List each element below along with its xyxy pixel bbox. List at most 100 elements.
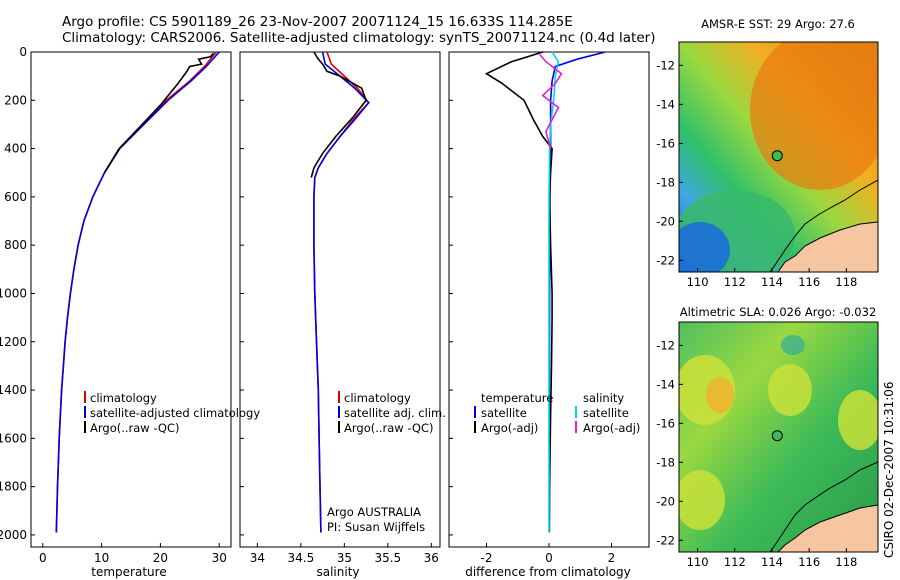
sst-map-axes: 110 112 114 116 118 -12 -14 -16 -18 -20 -22	[656, 58, 857, 289]
map-y-tick-label: -12	[656, 338, 675, 352]
y-tick-label: 1400	[0, 383, 27, 397]
legend-satellite: satellite-adjusted climatology	[90, 406, 260, 420]
sla-orange-patch	[706, 377, 734, 413]
sla-map-frame	[678, 321, 879, 553]
x-tick-label: 34.5	[288, 551, 315, 565]
difference-axis: -2 0 2	[481, 543, 616, 565]
x-tick-label: 35.5	[374, 551, 401, 565]
series-argo-raw-qc-	[310, 51, 368, 178]
argo-australia-label: Argo AUSTRALIA	[327, 505, 421, 519]
sla-map-axes: 110 112 114 116 118 -12 -14 -16 -18 -20 -22	[656, 338, 857, 569]
difference-series	[484, 51, 606, 533]
map-y-tick-label: -16	[656, 136, 675, 150]
map-y-tick-label: -12	[656, 58, 675, 72]
y-tick-label: 800	[4, 238, 27, 252]
series-argo-raw-qc-	[103, 52, 215, 174]
temperature-legend: climatology satellite-adjusted climatolo…	[84, 391, 260, 435]
map-y-tick-label: -16	[656, 416, 675, 430]
x-tick-label: 36	[424, 551, 439, 565]
sst-land	[777, 221, 878, 272]
map-x-tick-label: 110	[687, 555, 709, 569]
y-tick-label: 1000	[0, 286, 27, 300]
map-x-tick-label: 114	[761, 275, 783, 289]
temperature-axis: 0 10 20 30	[39, 543, 227, 565]
salinity-panel	[239, 51, 441, 548]
difference-axis-label: difference from climatology	[465, 565, 631, 579]
salinity-axis: 34 34.5 35 35.5 36	[250, 543, 439, 565]
csiro-timestamp: CSIRO 02-Dec-2007 10:31:06	[882, 381, 896, 558]
y-tick-label: 600	[4, 190, 27, 204]
series-salinity-satellite	[548, 51, 560, 533]
x-tick-label: 10	[94, 551, 109, 565]
x-tick-label: 20	[153, 551, 168, 565]
legend-argo: Argo(..raw -QC)	[90, 421, 180, 435]
legend-sal-argo: Argo(..raw -QC)	[344, 421, 434, 435]
map-x-tick-label: 118	[835, 555, 857, 569]
series-climatology	[55, 51, 217, 533]
sst-coastline-contour	[769, 179, 878, 272]
y-tick-label: 1200	[0, 335, 27, 349]
temperature-panel	[30, 51, 232, 548]
x-tick-label: 34	[250, 551, 265, 565]
salinity-series	[310, 51, 370, 533]
map-y-tick-label: -18	[656, 175, 675, 189]
legend-sal-satellite2: satellite	[583, 406, 629, 420]
salinity-legend: climatology satellite adj. clim. Argo(..…	[327, 391, 446, 534]
legend-temperature-header: temperature	[481, 391, 553, 405]
legend-sal-satellite: satellite adj. clim.	[344, 406, 446, 420]
x-tick-label: 0	[39, 551, 47, 565]
difference-legend: temperature satellite Argo(-adj) salinit…	[474, 391, 640, 435]
depth-axis: 0 200 400 600 800 1000 1200 1400 1600 1800 2000	[0, 45, 453, 542]
salinity-axis-label: salinity	[316, 565, 359, 579]
sla-argo-marker	[771, 430, 783, 442]
y-tick-label: 2000	[0, 528, 27, 542]
x-tick-label: -2	[481, 551, 493, 565]
sla-yellow-patch-3	[838, 390, 878, 450]
sla-yellow-patch-2	[768, 364, 812, 416]
sla-map	[679, 322, 878, 552]
x-tick-label: 35	[337, 551, 352, 565]
x-tick-label: 2	[608, 551, 616, 565]
sst-map-title: AMSR-E SST: 29 Argo: 27.6	[701, 17, 855, 31]
series-salinity-argo-adj-	[538, 53, 563, 149]
map-x-tick-label: 114	[761, 555, 783, 569]
sla-map-title: Altimetric SLA: 0.026 Argo: -0.032	[680, 305, 877, 319]
series-satellite-adj-clim-	[313, 51, 370, 533]
map-y-tick-label: -18	[656, 455, 675, 469]
series-temperature-argo-adj-	[484, 51, 553, 533]
map-x-tick-label: 112	[724, 555, 746, 569]
pi-label: PI: Susan Wijffels	[327, 520, 425, 534]
map-y-tick-label: -22	[656, 253, 675, 267]
legend-climatology: climatology	[90, 391, 157, 405]
legend-sal-climatology: climatology	[344, 391, 411, 405]
legend-temp-satellite: satellite	[481, 406, 527, 420]
sst-argo-marker	[771, 150, 783, 162]
map-x-tick-label: 116	[798, 275, 820, 289]
map-x-tick-label: 110	[687, 275, 709, 289]
map-y-tick-label: -22	[656, 533, 675, 547]
y-tick-label: 200	[4, 93, 27, 107]
sla-yellow-patch-4	[679, 470, 725, 530]
series-satellite-adjusted-climatology	[55, 51, 220, 533]
legend-sal-argo2: Argo(-adj)	[583, 421, 640, 435]
y-tick-label: 1800	[0, 480, 27, 494]
sla-land	[777, 504, 878, 552]
map-x-tick-label: 118	[835, 275, 857, 289]
sst-warm-patch	[750, 42, 878, 190]
map-y-tick-label: -14	[656, 97, 675, 111]
title-line-2: Climatology: CARS2006. Satellite-adjuste…	[62, 30, 655, 46]
x-tick-label: 30	[212, 551, 227, 565]
map-y-tick-label: -20	[656, 494, 675, 508]
x-tick-label: 0	[545, 551, 553, 565]
y-tick-label: 1600	[0, 431, 27, 445]
legend-temp-argo: Argo(-adj)	[481, 421, 538, 435]
map-x-tick-label: 116	[798, 555, 820, 569]
title-line-1: Argo profile: CS 5901189_26 23-Nov-2007 …	[62, 14, 573, 30]
y-tick-label: 400	[4, 142, 27, 156]
map-x-tick-label: 112	[724, 275, 746, 289]
temperature-series	[55, 51, 220, 533]
temperature-axis-label: temperature	[91, 565, 166, 579]
y-tick-label: 0	[19, 45, 27, 59]
sst-map	[679, 42, 878, 272]
